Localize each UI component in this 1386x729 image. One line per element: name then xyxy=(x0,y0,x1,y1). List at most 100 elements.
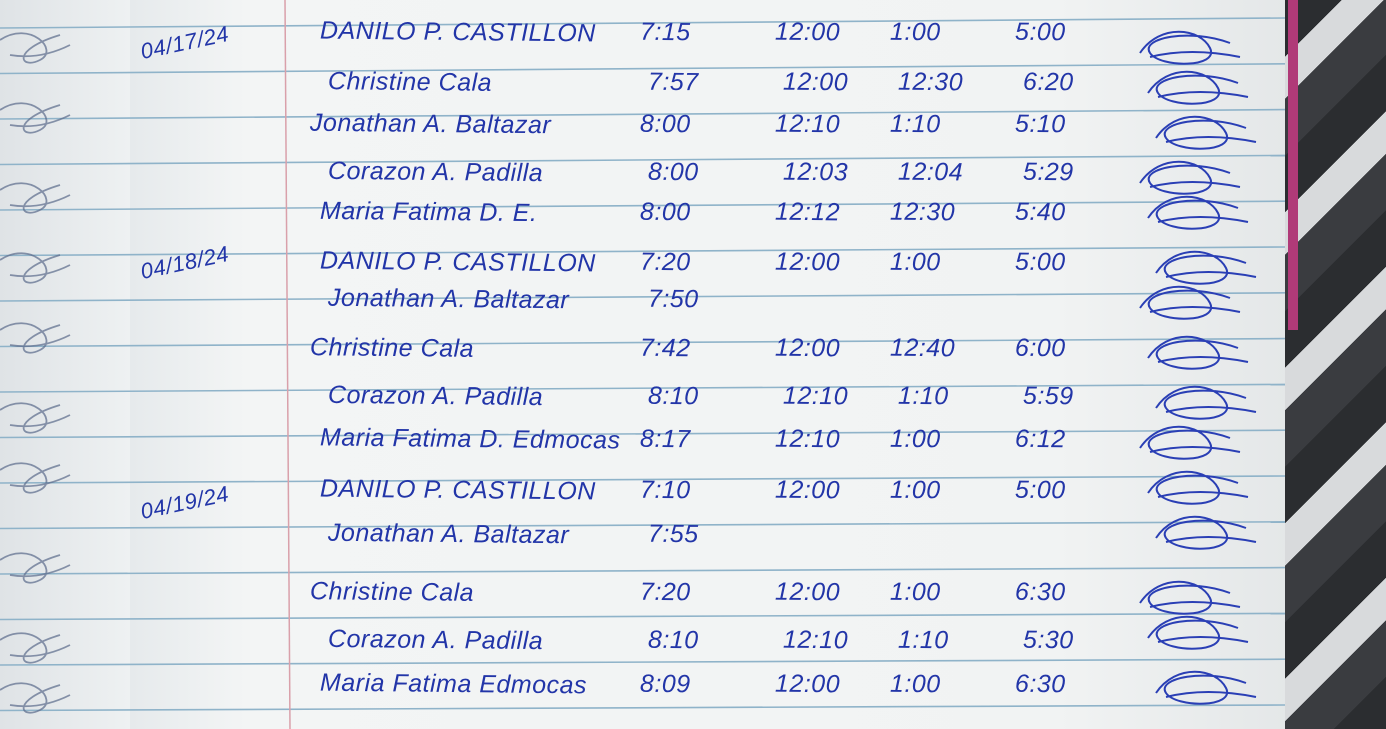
time-out-cell: 5:29 xyxy=(1022,157,1074,187)
lunch-out-cell: 12:00 xyxy=(774,17,841,47)
time-in-cell: 8:17 xyxy=(639,424,691,454)
lunch-out-cell: 12:00 xyxy=(774,577,841,607)
lunch-out-cell: 12:03 xyxy=(782,157,849,187)
time-in-cell: 7:10 xyxy=(639,475,691,505)
signature-icon xyxy=(1155,515,1257,550)
time-in-cell: 8:10 xyxy=(647,625,699,655)
time-out-cell: 5:00 xyxy=(1014,17,1066,47)
signature-icon xyxy=(1139,30,1241,65)
rule-line xyxy=(0,658,1286,666)
lunch-in-cell: 12:30 xyxy=(897,67,964,97)
time-in-cell: 8:09 xyxy=(639,669,691,699)
time-out-cell: 5:10 xyxy=(1014,109,1066,139)
signature-icon xyxy=(0,462,71,494)
name-cell: DANILO P. CASTILLON xyxy=(319,474,596,506)
signature-icon xyxy=(0,102,71,134)
time-in-cell: 7:57 xyxy=(647,67,699,97)
time-out-cell: 5:40 xyxy=(1014,197,1066,227)
time-in-cell: 8:00 xyxy=(639,109,691,139)
time-out-cell: 5:59 xyxy=(1022,381,1074,411)
time-in-cell: 7:15 xyxy=(639,17,691,47)
time-out-cell: 6:30 xyxy=(1014,577,1066,607)
lunch-out-cell: 12:10 xyxy=(774,109,841,139)
signature-icon xyxy=(1155,250,1257,285)
rule-line xyxy=(0,475,1286,484)
rule-line xyxy=(0,17,1286,29)
signature-icon xyxy=(1147,615,1249,650)
time-out-cell: 6:20 xyxy=(1022,67,1074,97)
signature-icon xyxy=(0,402,71,434)
signature-icon xyxy=(1147,470,1249,505)
rule-line xyxy=(0,612,1286,621)
name-cell: Corazon A. Padilla xyxy=(327,380,544,412)
signature-icon xyxy=(1139,425,1241,460)
time-out-cell: 6:30 xyxy=(1014,669,1066,699)
time-in-cell: 7:42 xyxy=(639,333,691,363)
lunch-out-cell: 12:12 xyxy=(774,197,841,227)
rule-line xyxy=(0,704,1286,712)
lunch-in-cell: 1:10 xyxy=(889,109,941,139)
lunch-in-cell: 1:00 xyxy=(889,17,941,47)
signature-icon xyxy=(0,632,71,664)
signature-icon xyxy=(1139,160,1241,195)
signature-icon xyxy=(1155,385,1257,420)
signature-icon xyxy=(1147,195,1249,230)
lunch-in-cell: 1:10 xyxy=(897,625,949,655)
signature-icon xyxy=(1139,285,1241,320)
time-out-cell: 6:12 xyxy=(1014,424,1066,454)
signature-icon xyxy=(0,322,71,354)
time-in-cell: 7:20 xyxy=(639,577,691,607)
signature-icon xyxy=(1155,115,1257,150)
lunch-out-cell: 12:00 xyxy=(774,669,841,699)
rule-line xyxy=(0,108,1286,120)
signature-icon xyxy=(0,552,71,584)
lunch-in-cell: 1:00 xyxy=(889,475,941,505)
lunch-out-cell: 12:10 xyxy=(782,625,849,655)
lunch-in-cell: 1:00 xyxy=(889,247,941,277)
lunch-out-cell: 12:10 xyxy=(774,424,841,454)
rule-line xyxy=(0,337,1286,348)
logbook-page xyxy=(130,0,1290,729)
lunch-in-cell: 1:00 xyxy=(889,577,941,607)
binder-cover xyxy=(1285,0,1386,729)
signature-icon xyxy=(0,182,71,214)
lunch-out-cell: 12:00 xyxy=(782,67,849,97)
rule-line xyxy=(0,63,1286,75)
name-cell: Corazon A. Padilla xyxy=(327,624,544,656)
lunch-in-cell: 12:04 xyxy=(897,157,964,187)
name-cell: DANILO P. CASTILLON xyxy=(319,246,596,278)
time-out-cell: 5:00 xyxy=(1014,475,1066,505)
time-in-cell: 8:10 xyxy=(647,381,699,411)
signature-icon xyxy=(1155,670,1257,705)
pink-tab xyxy=(1288,0,1298,330)
signature-icon xyxy=(1147,335,1249,370)
name-cell: Christine Cala xyxy=(309,577,475,607)
signature-icon xyxy=(1139,580,1241,615)
rule-line xyxy=(0,154,1286,166)
name-cell: Christine Cala xyxy=(327,67,493,97)
rule-line xyxy=(0,520,1286,530)
name-cell: Maria Fatima D. E. xyxy=(319,196,538,228)
name-cell: Jonathan A. Baltazar xyxy=(309,108,552,140)
time-out-cell: 5:00 xyxy=(1014,247,1066,277)
signature-icon xyxy=(1147,70,1249,105)
lunch-in-cell: 12:40 xyxy=(889,333,956,363)
time-out-cell: 5:30 xyxy=(1022,625,1074,655)
lunch-out-cell: 12:00 xyxy=(774,475,841,505)
rule-line xyxy=(0,429,1286,439)
name-cell: Corazon A. Padilla xyxy=(327,156,544,188)
name-cell: Jonathan A. Baltazar xyxy=(327,283,570,315)
name-cell: Maria Fatima Edmocas xyxy=(319,668,588,700)
time-in-cell: 7:50 xyxy=(647,284,699,314)
time-out-cell: 6:00 xyxy=(1014,333,1066,363)
rule-line xyxy=(0,246,1286,257)
rule-line xyxy=(0,292,1286,302)
name-cell: Christine Cala xyxy=(309,333,475,363)
rule-line xyxy=(0,383,1286,393)
name-cell: DANILO P. CASTILLON xyxy=(319,16,596,48)
time-in-cell: 8:00 xyxy=(647,157,699,187)
lunch-out-cell: 12:00 xyxy=(774,333,841,363)
lunch-in-cell: 1:10 xyxy=(897,381,949,411)
